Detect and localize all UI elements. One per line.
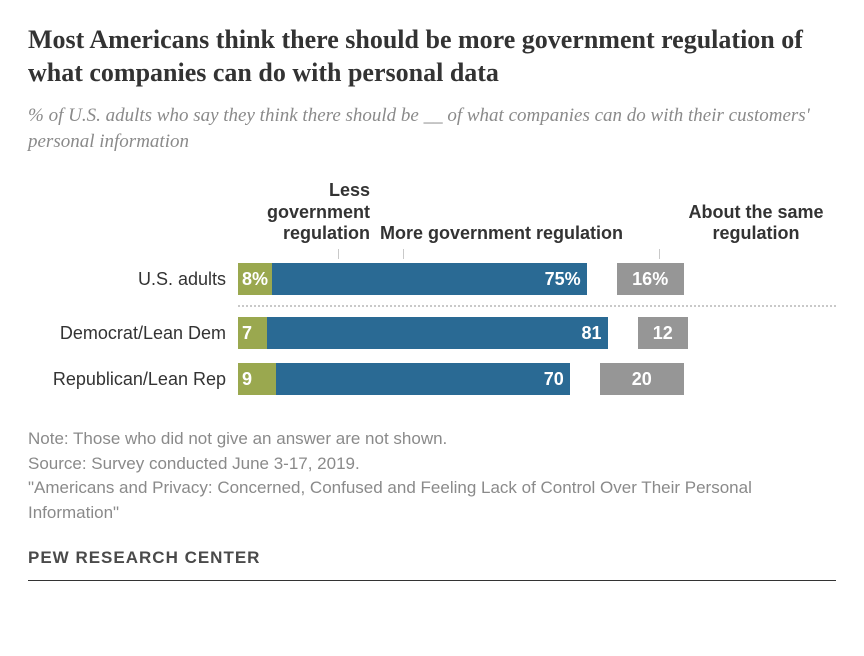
bar-more: 70 — [276, 363, 570, 395]
bar-value: 75% — [545, 269, 581, 290]
dotted-divider — [238, 305, 836, 307]
footer-attribution: PEW RESEARCH CENTER — [28, 548, 836, 568]
note-line: Source: Survey conducted June 3-17, 2019… — [28, 452, 836, 477]
bar-same: 12 — [638, 317, 688, 349]
column-headers: Less government regulation More governme… — [28, 180, 836, 245]
bars-main: 7 81 — [238, 317, 608, 349]
bar-value: 12 — [653, 323, 673, 344]
divider — [28, 305, 836, 307]
chart-title: Most Americans think there should be mor… — [28, 24, 836, 89]
row-label: Republican/Lean Rep — [28, 369, 238, 390]
bar-value: 81 — [582, 323, 602, 344]
row-label: Democrat/Lean Dem — [28, 323, 238, 344]
bar-same: 20 — [600, 363, 684, 395]
chart-row-dem: Democrat/Lean Dem 7 81 12 — [28, 313, 836, 353]
bar-less: 7 — [238, 317, 267, 349]
header-ticks — [28, 249, 836, 259]
bar-same: 16% — [617, 263, 684, 295]
spacer — [28, 305, 238, 307]
bars-main: 9 70 — [238, 363, 570, 395]
tick — [338, 249, 339, 259]
tick — [659, 249, 660, 259]
chart-notes: Note: Those who did not give an answer a… — [28, 427, 836, 526]
chart-area: Less government regulation More governme… — [28, 180, 836, 399]
note-line: "Americans and Privacy: Concerned, Confu… — [28, 476, 836, 525]
chart-row-rep: Republican/Lean Rep 9 70 20 — [28, 359, 836, 399]
row-label: U.S. adults — [28, 269, 238, 290]
bar-value: 8% — [242, 269, 268, 290]
bar-value: 20 — [632, 369, 652, 390]
bars-main: 8% 75% — [238, 263, 587, 295]
bar-less: 9 — [238, 363, 276, 395]
col-header-same: About the same regulation — [676, 202, 836, 245]
col-header-more: More government regulation — [378, 223, 648, 245]
bar-more: 75% — [272, 263, 587, 295]
bar-value: 9 — [242, 369, 252, 390]
bottom-rule — [28, 580, 836, 581]
chart-subtitle: % of U.S. adults who say they think ther… — [28, 103, 836, 154]
bar-more: 81 — [267, 317, 607, 349]
chart-row-us-adults: U.S. adults 8% 75% 16% — [28, 259, 836, 299]
col-header-less: Less government regulation — [238, 180, 378, 245]
bar-less: 8% — [238, 263, 272, 295]
note-line: Note: Those who did not give an answer a… — [28, 427, 836, 452]
tick — [403, 249, 404, 259]
bar-value: 16% — [632, 269, 668, 290]
bar-value: 70 — [544, 369, 564, 390]
bar-value: 7 — [242, 323, 252, 344]
